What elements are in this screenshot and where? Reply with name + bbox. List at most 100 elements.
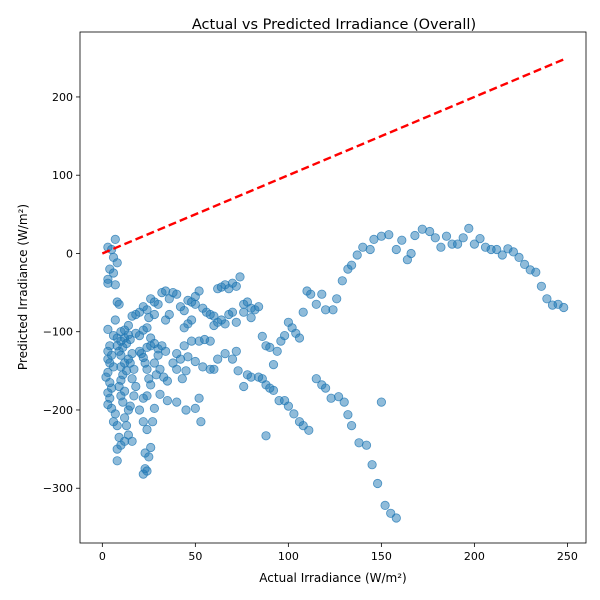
data-point bbox=[289, 409, 299, 419]
data-point bbox=[406, 248, 416, 259]
data-point bbox=[149, 358, 159, 368]
data-point bbox=[161, 286, 171, 296]
data-point bbox=[346, 260, 357, 270]
data-point bbox=[196, 417, 206, 427]
data-point bbox=[155, 389, 165, 399]
data-point bbox=[125, 401, 135, 411]
data-point bbox=[279, 330, 290, 341]
data-point bbox=[142, 424, 152, 435]
y-tick-label: −100 bbox=[43, 326, 73, 339]
data-point bbox=[254, 302, 264, 312]
data-point bbox=[110, 234, 120, 244]
data-point bbox=[514, 252, 524, 262]
data-point bbox=[177, 374, 187, 384]
data-point bbox=[205, 336, 215, 346]
chart-title: Actual vs Predicted Irradiance (Overall) bbox=[192, 17, 476, 33]
data-point bbox=[172, 397, 182, 407]
data-point bbox=[183, 352, 193, 362]
data-point bbox=[339, 397, 349, 407]
data-point bbox=[272, 346, 282, 356]
data-point bbox=[298, 307, 308, 317]
data-point bbox=[268, 359, 279, 370]
data-point bbox=[261, 431, 271, 441]
data-point bbox=[425, 226, 435, 237]
data-point bbox=[306, 289, 316, 299]
data-point bbox=[114, 299, 124, 309]
data-point bbox=[144, 452, 154, 462]
data-point bbox=[181, 366, 191, 376]
data-point bbox=[257, 331, 267, 341]
data-point bbox=[146, 442, 156, 453]
data-point bbox=[235, 272, 245, 282]
data-point bbox=[190, 403, 200, 413]
data-point bbox=[311, 374, 321, 384]
y-axis-ticks: −300 −200 −100 0 100 200 bbox=[43, 91, 80, 495]
data-point bbox=[441, 231, 452, 241]
y-tick-label: 200 bbox=[52, 91, 73, 104]
data-point bbox=[337, 276, 347, 286]
data-point bbox=[103, 278, 113, 288]
data-point bbox=[317, 289, 327, 299]
data-point bbox=[508, 247, 519, 257]
data-point bbox=[162, 395, 172, 406]
data-point bbox=[458, 233, 468, 243]
data-point bbox=[536, 281, 547, 291]
data-point bbox=[227, 307, 238, 317]
data-point bbox=[268, 385, 279, 395]
data-point bbox=[376, 397, 386, 407]
data-point bbox=[112, 341, 122, 351]
data-point bbox=[149, 403, 159, 413]
x-tick-label: 0 bbox=[99, 550, 106, 563]
data-point bbox=[233, 366, 243, 376]
data-point bbox=[110, 280, 120, 290]
x-tick-label: 100 bbox=[278, 550, 299, 563]
data-point bbox=[333, 392, 344, 402]
data-point bbox=[146, 294, 156, 304]
data-point bbox=[283, 401, 293, 411]
data-point bbox=[134, 405, 145, 415]
data-point bbox=[190, 356, 200, 367]
data-point bbox=[367, 460, 377, 470]
data-point bbox=[153, 350, 163, 360]
data-point bbox=[380, 500, 390, 510]
data-point bbox=[231, 346, 241, 356]
data-point bbox=[172, 348, 182, 359]
data-point bbox=[138, 417, 148, 427]
data-point bbox=[213, 354, 223, 364]
reference-line-group bbox=[101, 58, 565, 255]
x-axis-ticks: 0 50 100 150 200 250 bbox=[99, 543, 578, 563]
data-point bbox=[452, 239, 463, 249]
x-tick-label: 250 bbox=[557, 550, 578, 563]
data-point bbox=[142, 391, 152, 401]
data-point bbox=[121, 420, 132, 431]
data-point bbox=[397, 235, 407, 245]
data-point bbox=[112, 258, 122, 268]
data-point bbox=[190, 299, 200, 309]
data-point bbox=[120, 413, 130, 423]
data-point bbox=[103, 324, 113, 334]
data-point bbox=[261, 341, 271, 351]
y-axis-label: Predicted Irradiance (W/m²) bbox=[16, 204, 30, 370]
data-point bbox=[129, 364, 139, 374]
data-point bbox=[294, 333, 305, 343]
y-tick-label: 0 bbox=[66, 247, 73, 260]
data-point bbox=[161, 315, 171, 325]
data-point bbox=[475, 234, 485, 244]
data-point bbox=[220, 348, 230, 359]
data-point bbox=[172, 289, 182, 299]
data-point bbox=[129, 391, 139, 401]
data-point bbox=[220, 319, 230, 329]
data-point bbox=[372, 478, 383, 489]
data-point bbox=[246, 312, 256, 323]
data-point bbox=[531, 267, 541, 277]
data-point bbox=[365, 244, 375, 255]
data-point bbox=[469, 239, 479, 249]
data-point bbox=[146, 333, 156, 343]
data-point bbox=[144, 374, 154, 384]
data-point bbox=[542, 294, 552, 304]
data-point bbox=[138, 469, 148, 479]
data-point bbox=[148, 417, 158, 427]
data-point bbox=[436, 242, 446, 252]
data-point bbox=[209, 364, 219, 374]
data-point bbox=[134, 346, 145, 356]
